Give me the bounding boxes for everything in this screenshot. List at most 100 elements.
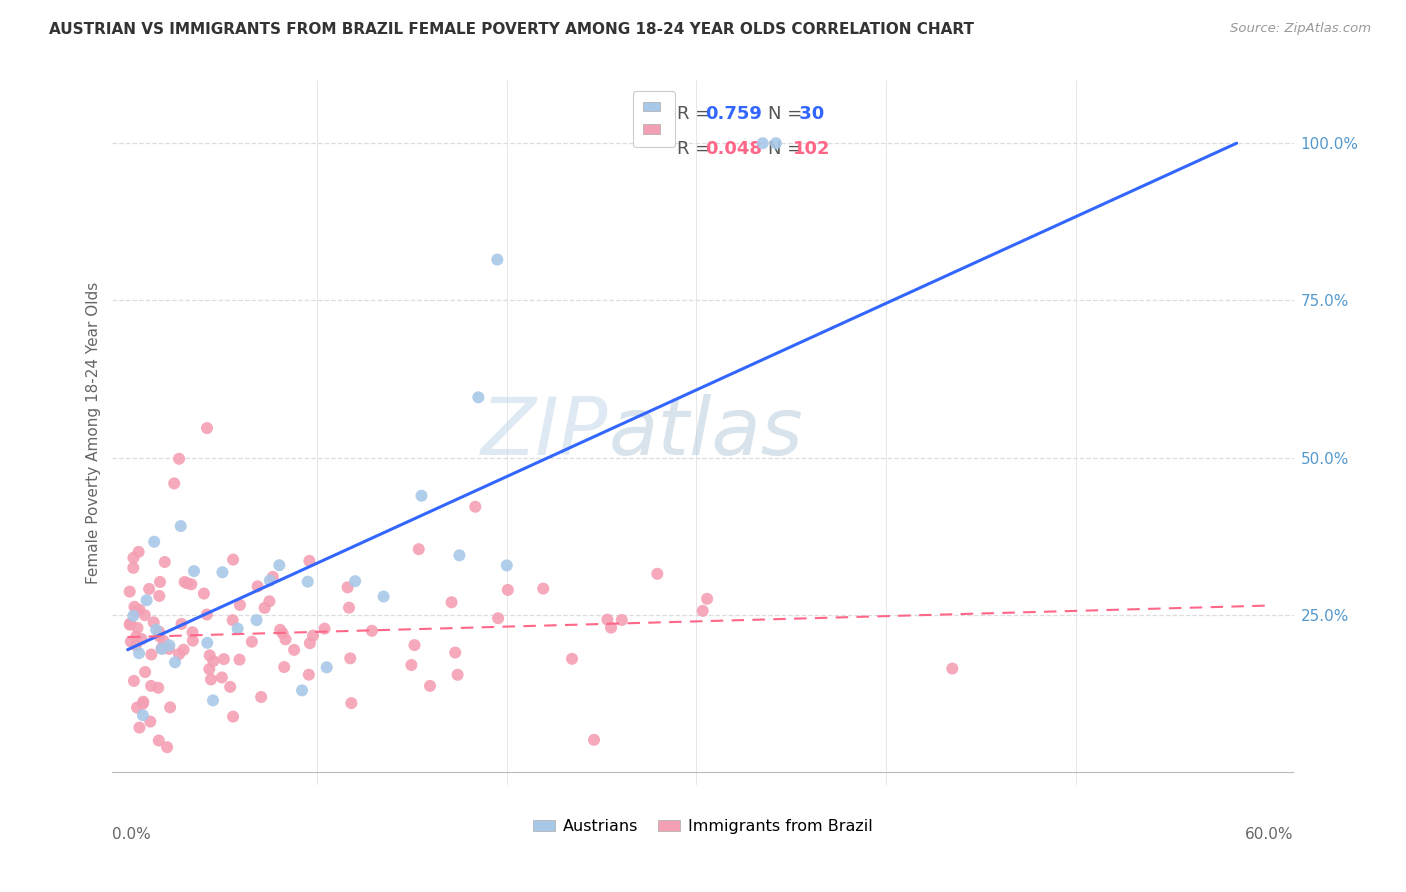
Point [298,636,321,650]
Point [183,564,205,578]
Point [122,561,145,575]
Point [163,655,186,669]
Point [150,641,173,656]
Point [696,591,718,606]
Point [446,667,468,681]
Point [142,615,165,630]
Point [167,647,190,661]
Point [181,633,204,648]
Point [200,673,222,687]
Point [138,582,160,596]
Point [228,652,250,666]
Point [273,660,295,674]
Point [245,613,267,627]
Point [408,542,430,557]
Point [132,708,155,723]
Point [148,589,170,603]
Point [125,630,148,644]
Point [222,709,245,723]
Point [610,613,633,627]
Point [153,555,176,569]
Text: 30: 30 [793,105,824,123]
Text: Source: ZipAtlas.com: Source: ZipAtlas.com [1230,22,1371,36]
Point [173,642,195,657]
Point [531,582,554,596]
Point [134,665,156,679]
Y-axis label: Female Poverty Among 18-24 Year Olds: Female Poverty Among 18-24 Year Olds [86,282,101,583]
Point [314,622,336,636]
Point [647,566,669,581]
Point [751,136,773,151]
Point [152,633,174,648]
Point [464,500,486,514]
Point [467,390,489,404]
Point [211,566,233,580]
Point [401,658,423,673]
Point [128,545,150,559]
Point [135,593,157,607]
Point [941,662,963,676]
Point [440,595,463,609]
Point [419,679,441,693]
Point [253,600,276,615]
Point [122,608,145,623]
Point [122,550,145,565]
Point [240,634,263,648]
Point [143,534,166,549]
Text: R =: R = [678,105,716,123]
Point [259,574,281,588]
Point [596,613,619,627]
Point [150,641,173,656]
Point [132,697,155,711]
Point [340,696,363,710]
Point [149,574,172,589]
Point [128,603,150,617]
Point [259,594,281,608]
Point [444,646,467,660]
Point [176,576,198,591]
Point [297,574,319,589]
Point [269,558,291,573]
Text: ZIP: ZIP [481,393,609,472]
Point [221,613,243,627]
Point [219,680,242,694]
Point [361,624,384,638]
Point [262,570,284,584]
Point [167,451,190,466]
Text: 0.759: 0.759 [706,105,762,123]
Point [159,700,181,714]
Point [692,604,714,618]
Text: 60.0%: 60.0% [1246,827,1294,842]
Point [180,577,202,591]
Point [561,652,583,666]
Point [195,421,218,435]
Point [125,604,148,618]
Point [156,740,179,755]
Point [404,638,426,652]
Point [148,681,170,695]
Point [157,642,180,657]
Point [120,634,142,648]
Point [246,579,269,593]
Point [337,600,360,615]
Point [411,489,433,503]
Point [125,700,148,714]
Legend: Austrians, Immigrants from Brazil: Austrians, Immigrants from Brazil [527,813,879,840]
Point [122,673,145,688]
Point [298,667,321,681]
Point [315,660,337,674]
Point [486,252,509,267]
Point [212,652,235,666]
Point [163,476,186,491]
Point [201,693,224,707]
Point [139,679,162,693]
Point [449,549,471,563]
Point [495,558,517,573]
Point [131,632,153,646]
Point [132,695,155,709]
Text: 102: 102 [793,140,831,158]
Text: N =: N = [768,140,808,158]
Point [226,622,249,636]
Point [145,623,167,637]
Point [298,554,321,568]
